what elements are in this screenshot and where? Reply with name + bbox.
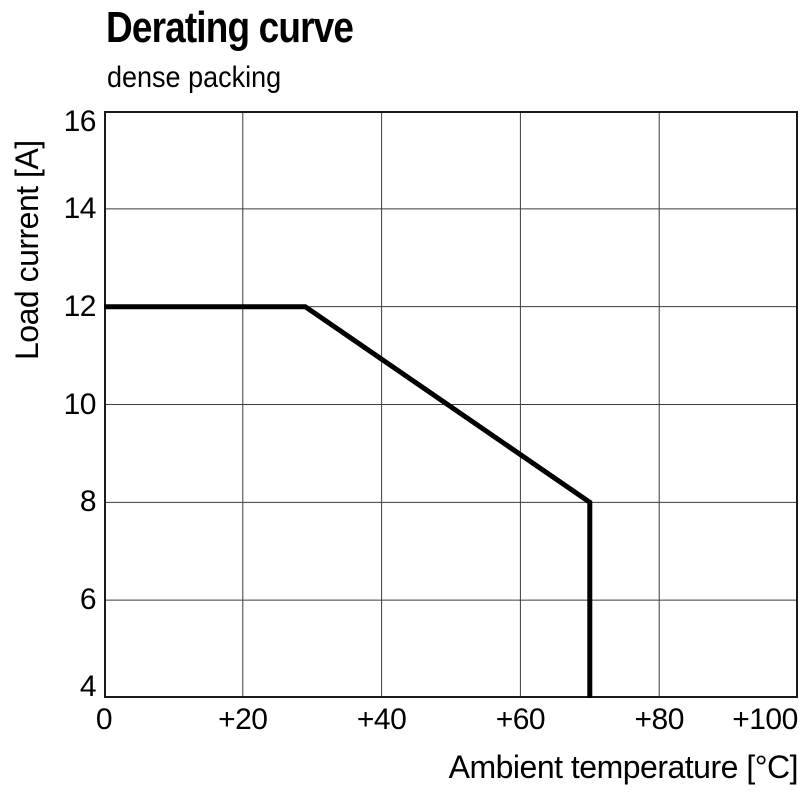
x-tick-label: +60 xyxy=(495,703,546,736)
x-tick-label: +80 xyxy=(634,703,684,736)
x-tick-label: +20 xyxy=(218,703,268,736)
chart-title: Derating curve xyxy=(106,3,354,52)
load-current-derating-line xyxy=(104,304,593,698)
x-tick-label: 0 xyxy=(95,703,113,736)
y-tick-label: 14 xyxy=(63,191,97,225)
y-tick-label: 6 xyxy=(79,583,97,617)
y-tick-label: 4 xyxy=(79,670,97,703)
plot-border xyxy=(104,111,798,698)
y-tick-label: 12 xyxy=(63,289,97,323)
x-tick-label: +40 xyxy=(356,703,407,736)
plot-area xyxy=(104,111,798,698)
y-tick-label: 8 xyxy=(79,485,97,519)
chart-subtitle: dense packing xyxy=(107,61,282,94)
x-axis-label: Ambient temperature [°C] xyxy=(448,749,799,785)
y-tick-label: 10 xyxy=(63,387,97,421)
y-tick-label: 16 xyxy=(63,105,97,138)
x-tick-label: +100 xyxy=(732,703,798,736)
